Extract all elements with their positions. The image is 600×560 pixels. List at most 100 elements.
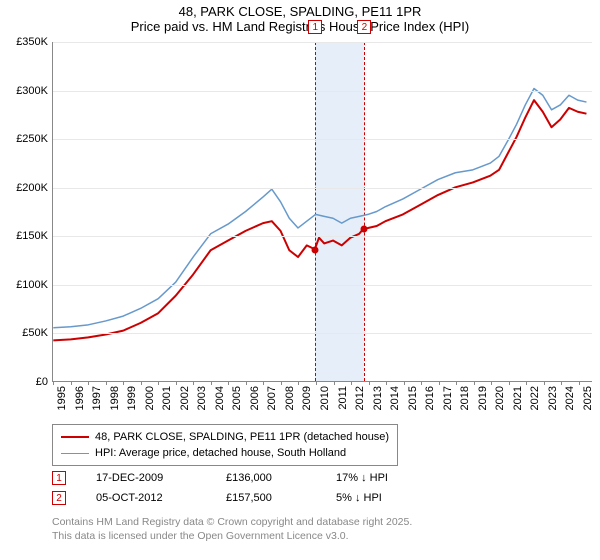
sale-date: 05-OCT-2012: [96, 492, 226, 504]
x-tick: [281, 381, 282, 385]
x-tick: [439, 381, 440, 385]
x-tick: [316, 381, 317, 385]
y-axis-label: £300K: [4, 85, 48, 97]
title-address: 48, PARK CLOSE, SPALDING, PE11 1PR: [0, 4, 600, 19]
gridline-h: [53, 188, 592, 189]
x-axis-label: 2001: [161, 386, 173, 410]
x-axis-label: 2018: [459, 386, 471, 410]
x-axis-label: 2023: [547, 386, 559, 410]
x-tick: [88, 381, 89, 385]
x-tick: [263, 381, 264, 385]
chart-container: 48, PARK CLOSE, SPALDING, PE11 1PR Price…: [0, 0, 600, 560]
legend-row: 48, PARK CLOSE, SPALDING, PE11 1PR (deta…: [61, 429, 389, 445]
title-subtitle: Price paid vs. HM Land Registry's House …: [0, 19, 600, 34]
x-axis-label: 2007: [266, 386, 278, 410]
x-tick: [404, 381, 405, 385]
x-axis-label: 2021: [512, 386, 524, 410]
x-tick: [141, 381, 142, 385]
sale-marker: 2: [357, 20, 371, 34]
sale-number-box: 1: [52, 471, 66, 485]
y-axis-label: £100K: [4, 279, 48, 291]
legend-box: 48, PARK CLOSE, SPALDING, PE11 1PR (deta…: [52, 424, 398, 466]
plot-area: 12: [52, 42, 592, 382]
gridline-h: [53, 236, 592, 237]
sale-diff: 5% ↓ HPI: [336, 492, 456, 504]
gridline-h: [53, 333, 592, 334]
x-axis-label: 2009: [301, 386, 313, 410]
x-axis-label: 2010: [319, 386, 331, 410]
x-axis-label: 1995: [56, 386, 68, 410]
x-axis-label: 2013: [372, 386, 384, 410]
sale-row: 1 17-DEC-2009£136,00017% ↓ HPI: [52, 468, 456, 488]
sale-dot: [312, 246, 319, 253]
x-axis-label: 1999: [126, 386, 138, 410]
x-tick: [579, 381, 580, 385]
x-axis-label: 2022: [529, 386, 541, 410]
x-axis-label: 2025: [582, 386, 594, 410]
sale-price: £136,000: [226, 472, 336, 484]
sale-number-box: 2: [52, 491, 66, 505]
sale-row: 2 05-OCT-2012£157,5005% ↓ HPI: [52, 488, 456, 508]
x-axis-label: 2019: [477, 386, 489, 410]
gridline-h: [53, 285, 592, 286]
legend-label: HPI: Average price, detached house, Sout…: [95, 447, 346, 459]
x-axis-label: 2008: [284, 386, 296, 410]
x-axis-label: 1997: [91, 386, 103, 410]
x-tick: [509, 381, 510, 385]
x-tick: [228, 381, 229, 385]
sale-date: 17-DEC-2009: [96, 472, 226, 484]
y-axis-label: £150K: [4, 230, 48, 242]
x-axis-label: 2000: [144, 386, 156, 410]
x-axis-label: 2024: [564, 386, 576, 410]
x-tick: [386, 381, 387, 385]
x-tick: [106, 381, 107, 385]
x-axis-label: 2014: [389, 386, 401, 410]
sale-marker: 1: [308, 20, 322, 34]
x-axis-label: 2002: [179, 386, 191, 410]
gridline-h: [53, 42, 592, 43]
x-tick: [176, 381, 177, 385]
gridline-h: [53, 139, 592, 140]
x-axis-label: 2020: [494, 386, 506, 410]
x-axis-label: 2012: [354, 386, 366, 410]
x-tick: [544, 381, 545, 385]
x-tick: [71, 381, 72, 385]
series-property: [53, 100, 586, 340]
x-tick: [123, 381, 124, 385]
y-axis-label: £200K: [4, 182, 48, 194]
x-tick: [369, 381, 370, 385]
x-tick: [158, 381, 159, 385]
x-tick: [526, 381, 527, 385]
x-tick: [561, 381, 562, 385]
x-axis-label: 2011: [337, 386, 349, 410]
footer-text: Contains HM Land Registry data © Crown c…: [52, 515, 412, 543]
x-tick: [474, 381, 475, 385]
footer-line1: Contains HM Land Registry data © Crown c…: [52, 515, 412, 529]
y-axis-label: £350K: [4, 36, 48, 48]
y-axis-label: £250K: [4, 133, 48, 145]
x-axis-label: 2003: [196, 386, 208, 410]
gridline-h: [53, 91, 592, 92]
sales-table: 1 17-DEC-2009£136,00017% ↓ HPI 2 05-OCT-201…: [52, 468, 456, 508]
legend-row: HPI: Average price, detached house, Sout…: [61, 445, 389, 461]
y-axis-label: £50K: [4, 327, 48, 339]
x-tick: [456, 381, 457, 385]
x-tick: [298, 381, 299, 385]
x-axis-label: 2017: [442, 386, 454, 410]
legend-swatch: [61, 453, 89, 454]
x-tick: [491, 381, 492, 385]
x-axis-label: 2004: [214, 386, 226, 410]
x-axis-label: 2016: [424, 386, 436, 410]
sale-price: £157,500: [226, 492, 336, 504]
footer-line2: This data is licensed under the Open Gov…: [52, 529, 412, 543]
y-axis-label: £0: [4, 376, 48, 388]
x-axis-label: 2015: [407, 386, 419, 410]
title-block: 48, PARK CLOSE, SPALDING, PE11 1PR Price…: [0, 0, 600, 36]
x-tick: [211, 381, 212, 385]
x-axis-label: 1996: [74, 386, 86, 410]
series-hpi: [53, 88, 586, 327]
x-tick: [421, 381, 422, 385]
x-axis-label: 1998: [109, 386, 121, 410]
sale-diff: 17% ↓ HPI: [336, 472, 456, 484]
x-tick: [246, 381, 247, 385]
